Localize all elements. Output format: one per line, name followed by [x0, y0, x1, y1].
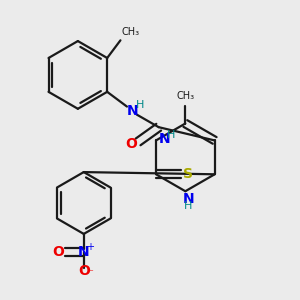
- Text: CH₃: CH₃: [122, 27, 140, 37]
- Text: O: O: [52, 245, 64, 259]
- Text: ⁻: ⁻: [87, 268, 93, 278]
- Text: N: N: [158, 132, 170, 146]
- Text: O: O: [78, 264, 90, 278]
- Text: S: S: [182, 167, 193, 181]
- Text: N: N: [182, 193, 194, 206]
- Text: H: H: [184, 201, 193, 211]
- Text: O: O: [126, 137, 138, 151]
- Text: N: N: [78, 245, 90, 259]
- Text: H: H: [167, 130, 175, 140]
- Text: CH₃: CH₃: [176, 92, 194, 101]
- Text: H: H: [136, 100, 145, 110]
- Text: +: +: [85, 242, 94, 252]
- Text: N: N: [126, 104, 138, 118]
